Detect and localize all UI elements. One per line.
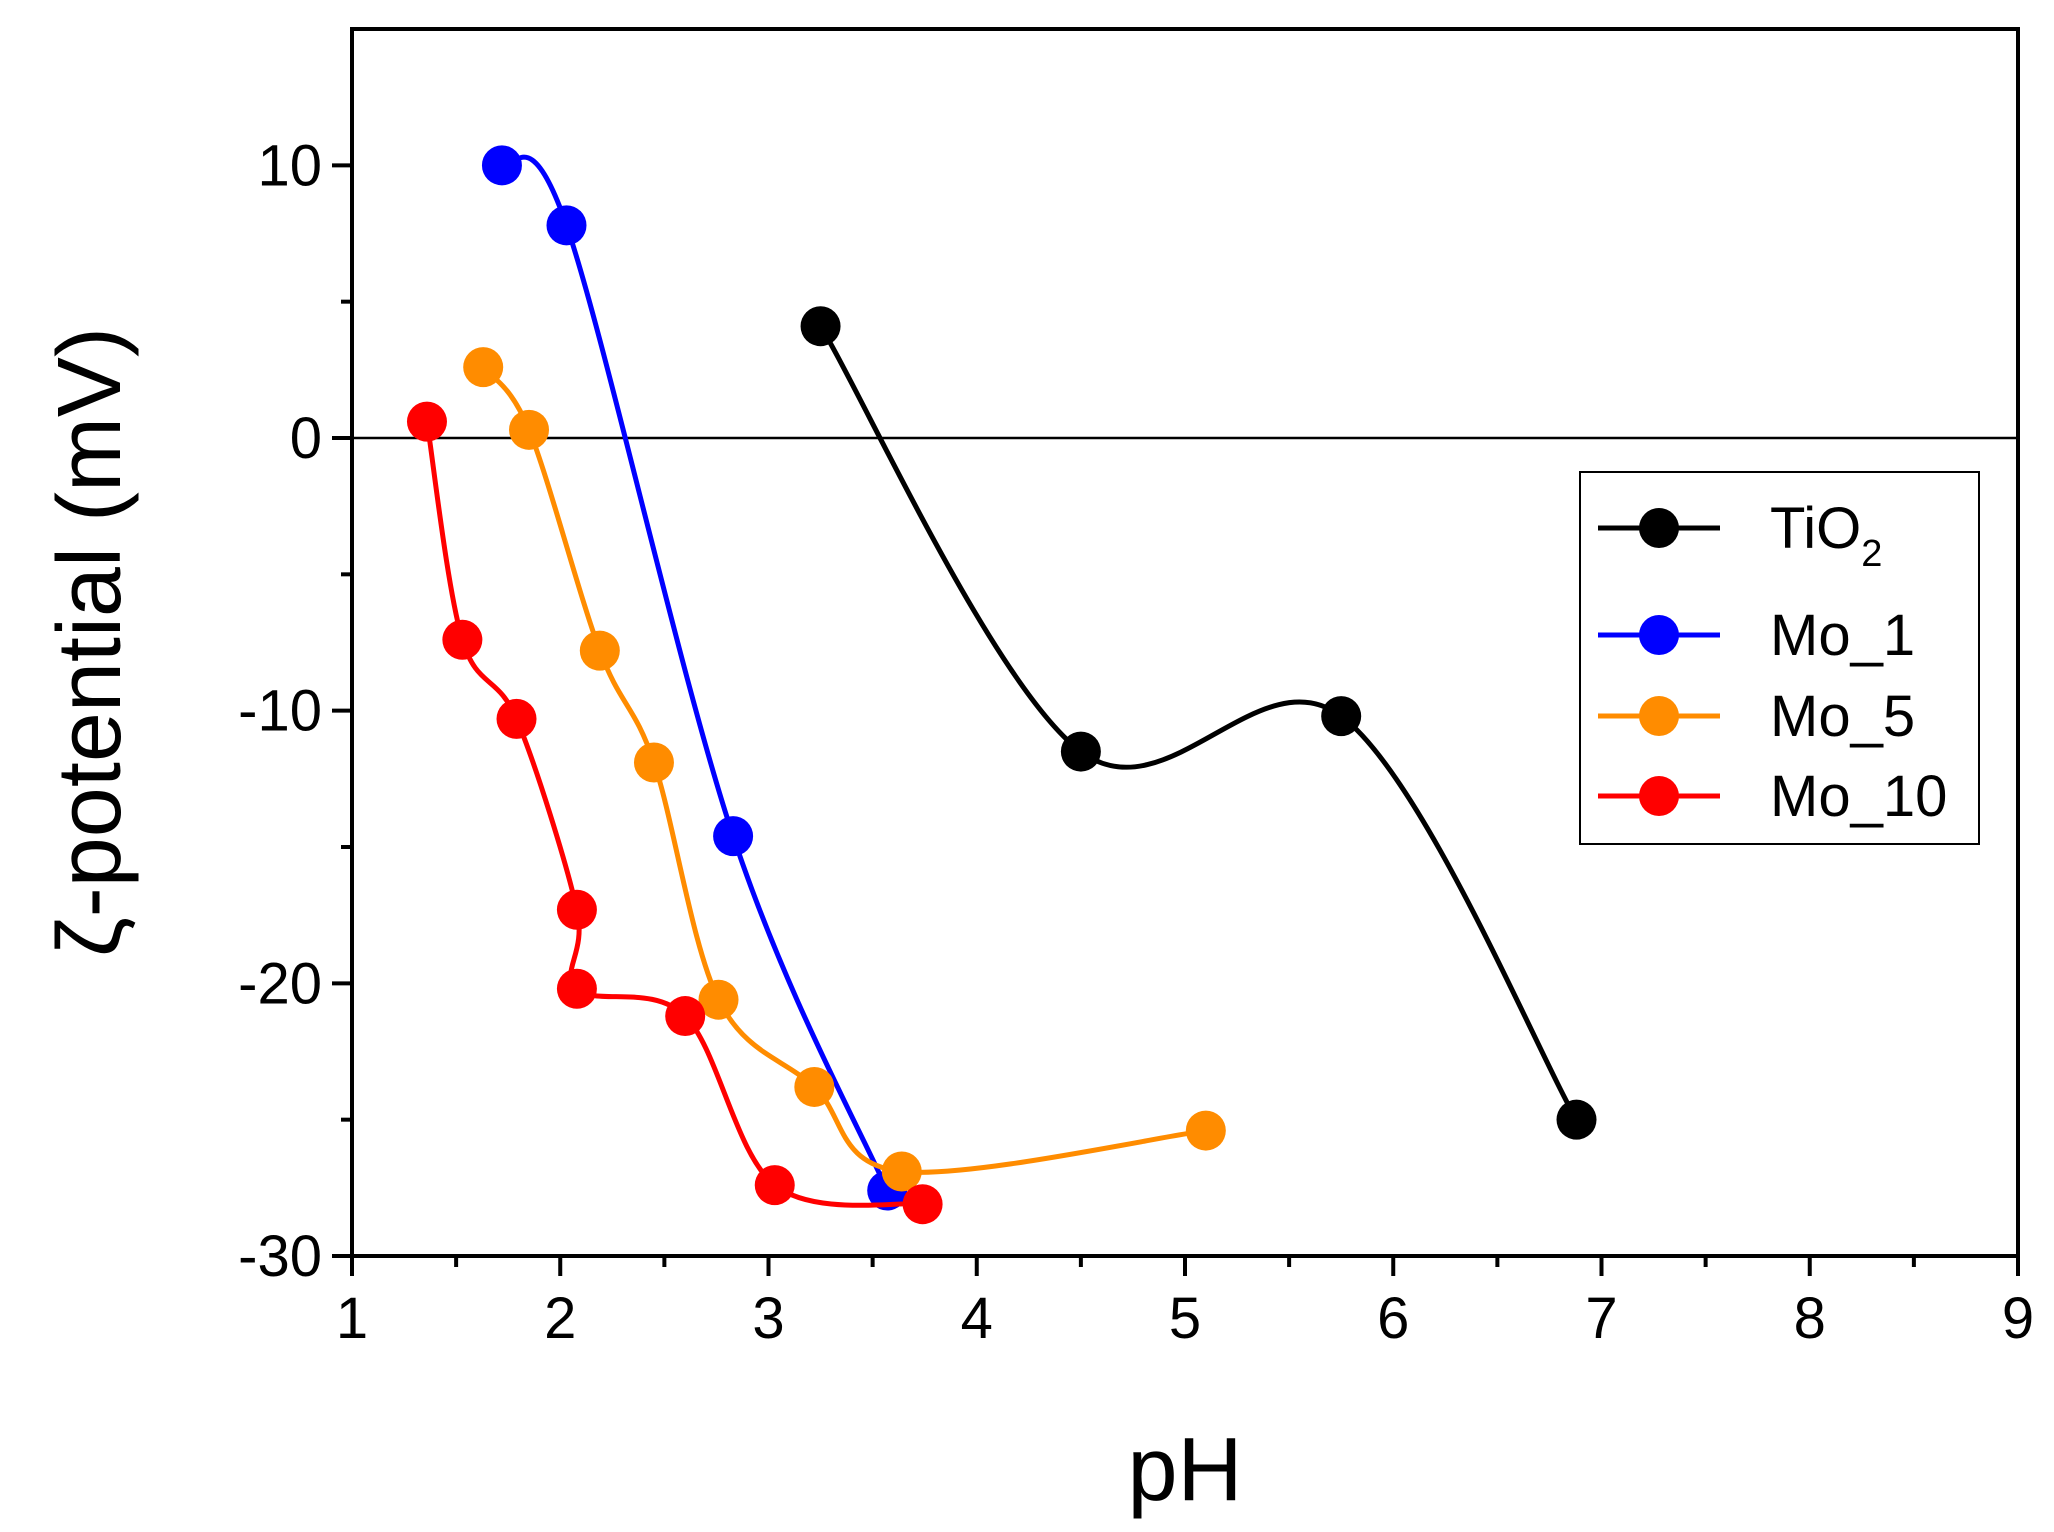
data-point-mo-5 bbox=[579, 630, 620, 671]
y-tick-label: -10 bbox=[238, 679, 322, 744]
y-tick-label: -30 bbox=[238, 1224, 322, 1289]
x-tick-label: 9 bbox=[2002, 1286, 2034, 1351]
series-line-mo-1 bbox=[500, 154, 890, 1192]
x-tick-label: 8 bbox=[1794, 1286, 1826, 1351]
series-mo-5 bbox=[463, 347, 1226, 1192]
legend-label-mo-10: Mo_10 bbox=[1770, 764, 1947, 829]
legend-label-mo-5: Mo_5 bbox=[1770, 684, 1915, 749]
series-mo-1 bbox=[481, 145, 908, 1211]
data-point-mo-5 bbox=[794, 1066, 835, 1107]
x-tick-label: 4 bbox=[961, 1286, 993, 1351]
data-point-mo-10 bbox=[556, 968, 597, 1009]
x-tick-label: 7 bbox=[1585, 1286, 1617, 1351]
data-point-tio bbox=[1321, 696, 1362, 737]
series-mo-10 bbox=[406, 401, 943, 1225]
y-axis-ticks: -30 -20 -10 0 10 bbox=[238, 133, 352, 1289]
legend-marker-tio bbox=[1639, 508, 1679, 548]
data-point-tio bbox=[1060, 731, 1101, 772]
data-point-mo-10 bbox=[442, 619, 483, 660]
y-tick-label: -20 bbox=[238, 951, 322, 1016]
x-tick-label: 1 bbox=[336, 1286, 368, 1351]
data-point-mo-5 bbox=[881, 1151, 922, 1192]
data-point-mo-10 bbox=[665, 996, 706, 1037]
x-tick-label: 2 bbox=[544, 1286, 576, 1351]
legend-label-subscript: 2 bbox=[1861, 533, 1882, 575]
x-tick-label: 5 bbox=[1169, 1286, 1201, 1351]
legend-label-mo-1: Mo_1 bbox=[1770, 603, 1915, 668]
legend-marker-mo-5 bbox=[1639, 696, 1679, 736]
series-group bbox=[406, 145, 1597, 1225]
data-point-mo-5 bbox=[509, 409, 550, 450]
data-point-mo-5 bbox=[698, 979, 739, 1020]
data-point-mo-1 bbox=[713, 816, 754, 857]
data-point-mo-10 bbox=[902, 1184, 943, 1225]
data-point-tio bbox=[800, 306, 841, 347]
data-point-mo-10 bbox=[406, 401, 447, 442]
data-point-mo-1 bbox=[546, 205, 587, 246]
series-line-tio bbox=[818, 324, 1579, 1121]
y-tick-label: 10 bbox=[257, 133, 322, 198]
y-tick-label: 0 bbox=[290, 406, 322, 471]
x-axis-ticks: 1 2 3 4 5 6 7 8 9 bbox=[336, 1256, 2034, 1351]
data-point-mo-10 bbox=[556, 889, 597, 930]
data-point-mo-5 bbox=[463, 347, 504, 388]
data-point-mo-5 bbox=[1185, 1110, 1226, 1151]
data-point-mo-5 bbox=[633, 742, 674, 783]
data-point-mo-1 bbox=[481, 145, 522, 186]
y-axis-title: ζ-potential (mV) bbox=[40, 327, 140, 957]
x-axis-title: pH bbox=[1127, 1420, 1242, 1520]
x-tick-label: 6 bbox=[1377, 1286, 1409, 1351]
data-point-tio bbox=[1556, 1099, 1597, 1140]
data-point-mo-10 bbox=[754, 1165, 795, 1206]
legend-marker-mo-10 bbox=[1639, 776, 1679, 816]
legend-marker-mo-1 bbox=[1639, 615, 1679, 655]
x-tick-label: 3 bbox=[752, 1286, 784, 1351]
data-point-mo-10 bbox=[496, 698, 537, 739]
series-tio bbox=[800, 306, 1597, 1140]
